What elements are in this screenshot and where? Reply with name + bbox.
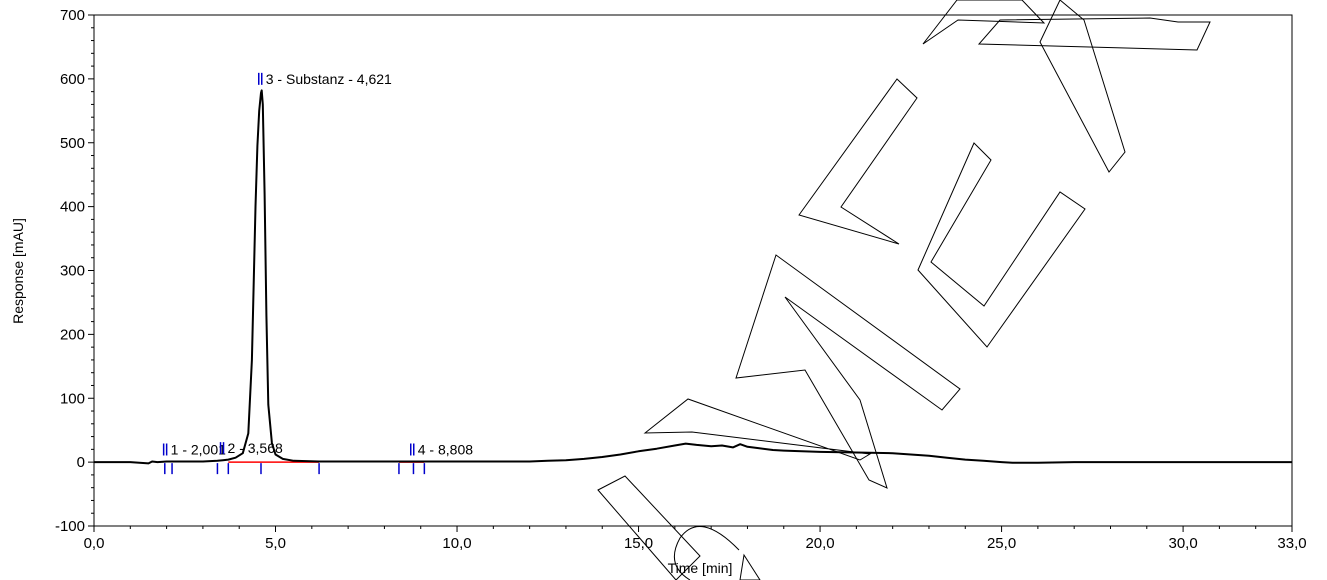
y-tick-label: -100: [55, 518, 85, 535]
y-axis-title: Response [mAU]: [10, 218, 26, 324]
x-axis-title: Time [min]: [668, 560, 733, 576]
y-tick-label: 600: [60, 71, 85, 88]
y-tick-label: 500: [60, 135, 85, 152]
peak-label: 2 - 3,568: [228, 440, 283, 456]
y-tick-label: 200: [60, 326, 85, 343]
x-tick-label: 33,0: [1277, 535, 1306, 552]
x-tick-label: 25,0: [987, 535, 1016, 552]
y-tick-label: 700: [60, 7, 85, 24]
watermark: [597, 0, 1211, 580]
x-tick-label: 20,0: [805, 535, 834, 552]
x-tick-label: 0,0: [84, 535, 105, 552]
x-tick-label: 10,0: [442, 535, 471, 552]
peak-label: 1 - 2,001: [171, 441, 226, 457]
peak-label: 4 - 8,808: [418, 441, 473, 457]
x-tick-label: 5,0: [265, 535, 286, 552]
y-tick-label: 400: [60, 199, 85, 216]
y-tick-label: 100: [60, 390, 85, 407]
x-tick-label: 15,0: [624, 535, 653, 552]
y-tick-label: 0: [77, 454, 85, 471]
chromatogram-trace: [94, 89, 1292, 465]
peak-label: 3 - Substanz - 4,621: [266, 71, 392, 87]
y-tick-label: 300: [60, 263, 85, 280]
x-tick-label: 30,0: [1168, 535, 1197, 552]
